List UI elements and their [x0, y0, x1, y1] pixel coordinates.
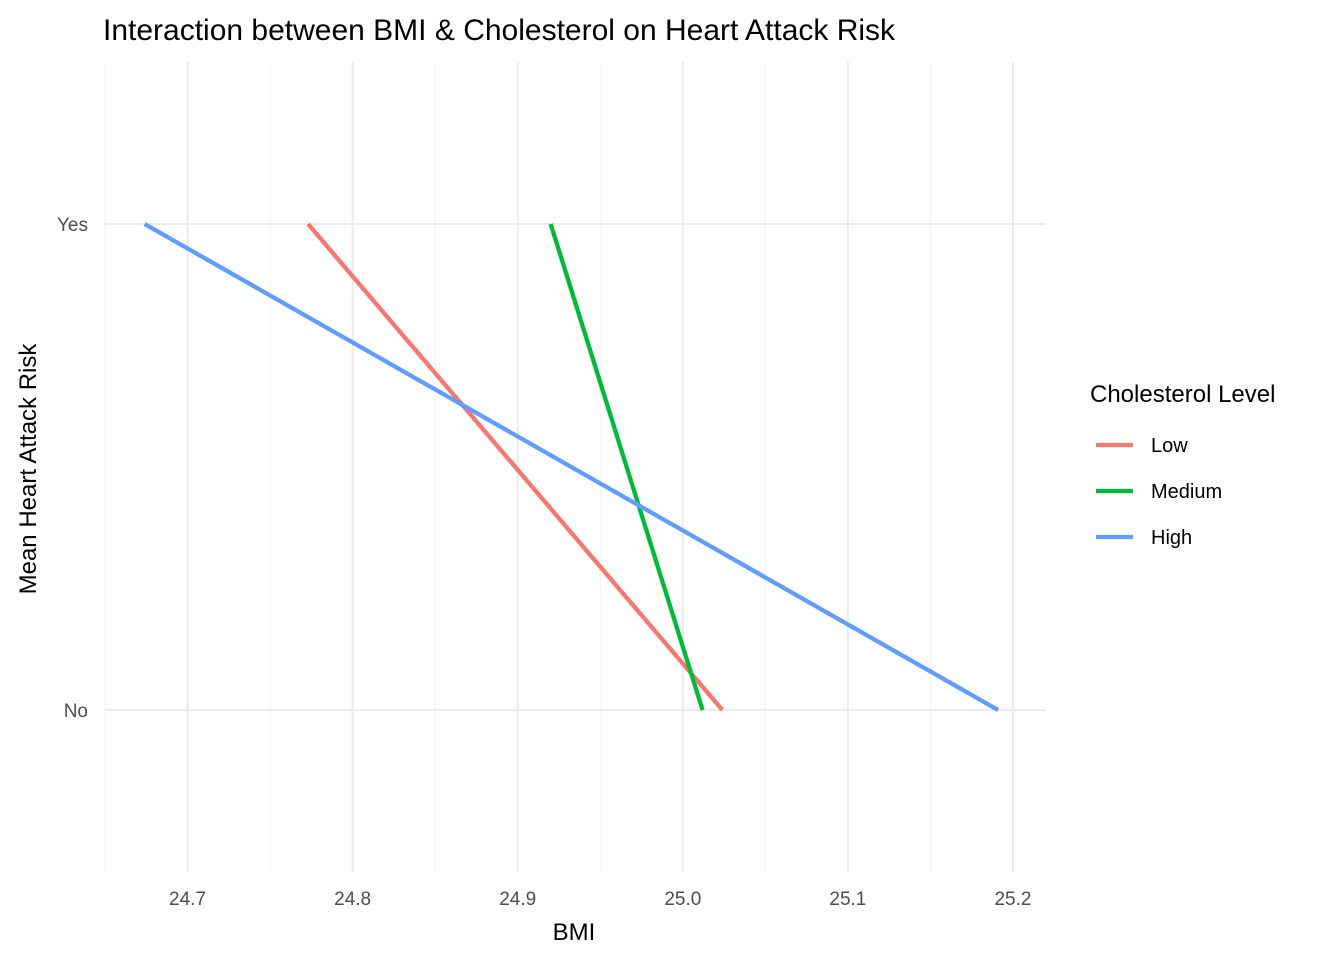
legend-items: Low Medium High	[1096, 435, 1222, 549]
series-lines	[143, 222, 1000, 712]
legend-item-high: High	[1096, 527, 1192, 549]
series-line-low	[306, 222, 725, 712]
legend-label-high: High	[1151, 527, 1192, 549]
y-axis-title: Mean Heart Attack Risk	[15, 343, 42, 595]
x-tick-label: 25.1	[829, 889, 866, 910]
y-axis-tick-labels: No Yes	[57, 215, 88, 722]
y-tick-label: No	[64, 701, 88, 722]
legend-item-medium: Medium	[1096, 481, 1222, 503]
x-axis-title: BMI	[553, 919, 596, 946]
x-tick-label: 25.0	[664, 889, 701, 910]
minor-gridlines	[104, 62, 931, 872]
legend-label-low: Low	[1151, 435, 1188, 457]
x-tick-label: 24.7	[169, 889, 206, 910]
x-tick-label: 24.8	[334, 889, 371, 910]
x-tick-label: 24.9	[499, 889, 536, 910]
x-axis-tick-labels: 24.7 24.8 24.9 25.0 25.1 25.2	[169, 889, 1031, 910]
legend-title: Cholesterol Level	[1090, 381, 1275, 408]
series-line-medium	[548, 223, 705, 711]
y-tick-label: Yes	[57, 215, 88, 236]
series-line-high	[143, 222, 1000, 712]
x-tick-label: 25.2	[994, 889, 1031, 910]
legend-label-medium: Medium	[1151, 481, 1222, 503]
chart-title: Interaction between BMI & Cholesterol on…	[103, 14, 896, 47]
legend: Cholesterol Level Low Medium High	[1090, 381, 1275, 549]
legend-item-low: Low	[1096, 435, 1188, 457]
